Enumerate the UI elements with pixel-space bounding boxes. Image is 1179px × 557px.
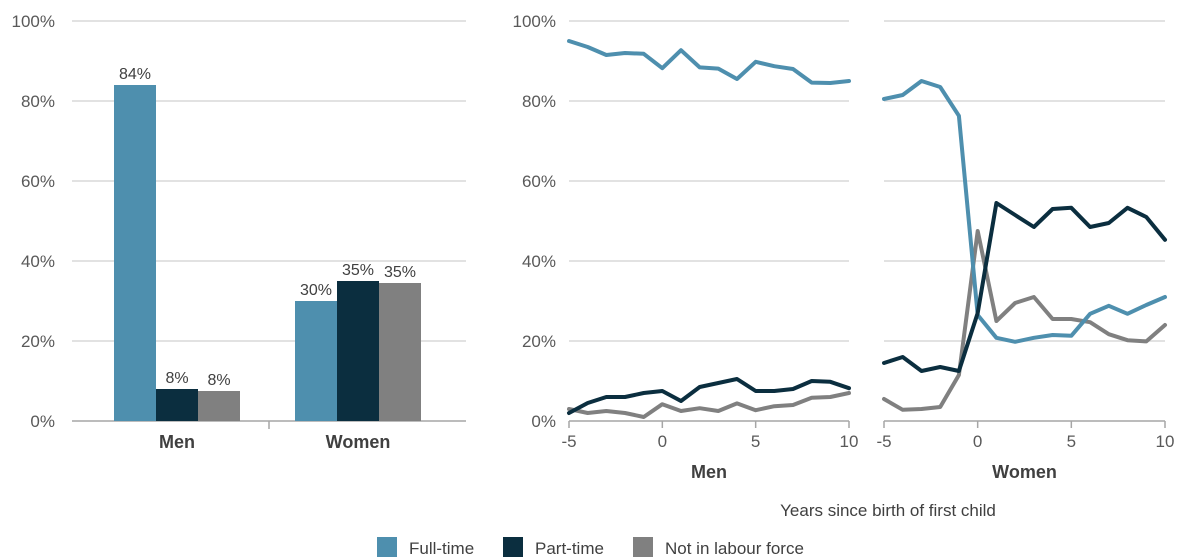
bar-y-tick-label: 0% [30,412,55,431]
bar-data-label: 35% [342,262,374,279]
women-line-x-tick-label: -5 [876,432,891,451]
legend-label-part_time: Part-time [535,539,604,557]
bar-data-label: 35% [384,264,416,281]
women-line-panel-label: Women [992,462,1057,482]
bar-y-tick-label: 20% [21,332,55,351]
bar-data-label: 8% [207,372,230,389]
bar-full_time-women [295,301,337,421]
women-line-x-tick-label: 0 [973,432,982,451]
bar-category-label: Men [159,432,195,452]
men-line-y-tick-label: 100% [513,12,556,31]
men-line-line-part_time [567,377,851,415]
women-line-line-part_time [882,201,1167,373]
legend-swatch-not_in_lf [633,537,653,557]
men-line-x-tick-label: 0 [658,432,667,451]
men-line-line-full_time [567,39,851,85]
bar-data-label: 8% [165,370,188,387]
men-line-y-tick-label: 40% [522,252,556,271]
line-x-axis-title: Years since birth of first child [780,501,996,520]
bar-not_in_lf-women [379,283,421,421]
legend-label-full_time: Full-time [409,539,474,557]
men-line-y-tick-label: 60% [522,172,556,191]
bar-y-tick-label: 80% [21,92,55,111]
women-line-x-tick-label: 5 [1067,432,1076,451]
legend-swatch-part_time [503,537,523,557]
men-line-y-tick-label: 20% [522,332,556,351]
men-line-y-tick-label: 0% [531,412,556,431]
bar-y-tick-label: 40% [21,252,55,271]
legend-label-not_in_lf: Not in labour force [665,539,804,557]
bar-data-label: 30% [300,282,332,299]
women-line-line-full_time [882,79,1167,344]
bar-data-label: 84% [119,66,151,83]
bar-y-tick-label: 60% [21,172,55,191]
bar-part_time-women [337,281,379,421]
men-line-x-tick-label: 5 [751,432,760,451]
women-line-line-not_in_lf [882,229,1167,412]
men-line-x-tick-label: 10 [840,432,859,451]
bar-part_time-men [156,389,198,421]
women-line-x-tick-label: 10 [1156,432,1175,451]
men-line-panel-label: Men [691,462,727,482]
bar-category-label: Women [326,432,391,452]
men-line-x-tick-label: -5 [561,432,576,451]
men-line-y-tick-label: 80% [522,92,556,111]
legend-swatch-full_time [377,537,397,557]
bar-full_time-men [114,85,156,421]
bar-not_in_lf-men [198,391,240,421]
men-line-line-not_in_lf [567,391,851,419]
bar-y-tick-label: 100% [12,12,55,31]
